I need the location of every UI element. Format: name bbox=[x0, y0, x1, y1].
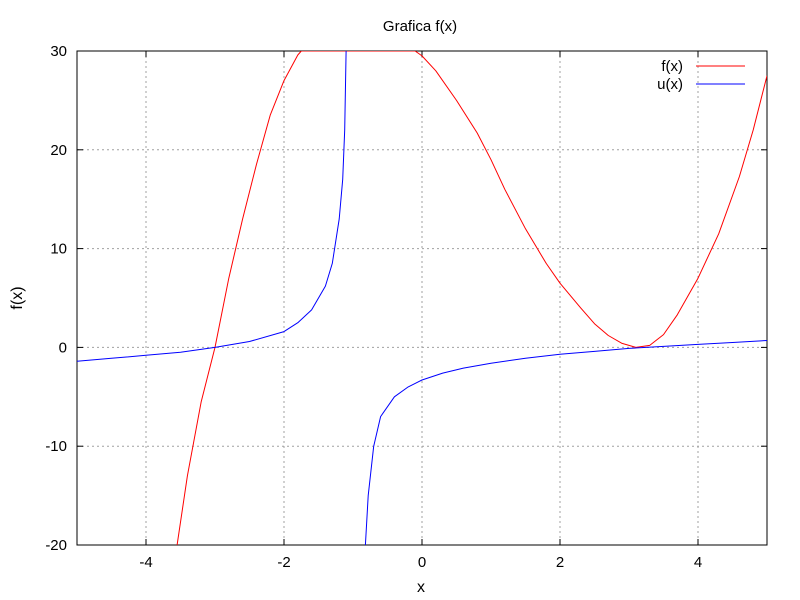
legend-label: f(x) bbox=[661, 58, 683, 75]
y-tick-label: -10 bbox=[45, 438, 67, 455]
y-tick-label: 30 bbox=[50, 43, 67, 60]
x-axis-label: x bbox=[417, 579, 425, 596]
legend: f(x)u(x) bbox=[657, 58, 745, 93]
grid bbox=[77, 50, 767, 546]
chart-title: Grafica f(x) bbox=[383, 18, 457, 35]
y-tick-label: -20 bbox=[45, 537, 67, 554]
y-tick-label: 10 bbox=[50, 241, 67, 258]
x-tick-label: 0 bbox=[418, 554, 426, 571]
x-tick-label: -2 bbox=[277, 554, 290, 571]
series-line-ux bbox=[77, 51, 767, 545]
x-tick-label: 4 bbox=[694, 554, 702, 571]
x-tick-label: 2 bbox=[556, 554, 564, 571]
y-axis-label: f(x) bbox=[9, 286, 26, 309]
y-tick-label: 20 bbox=[50, 142, 67, 159]
x-tick-label: -4 bbox=[139, 554, 152, 571]
legend-label: u(x) bbox=[657, 76, 683, 93]
series-line-fx bbox=[176, 51, 767, 545]
y-tick-label: 0 bbox=[59, 339, 67, 356]
series-layer bbox=[77, 51, 767, 545]
